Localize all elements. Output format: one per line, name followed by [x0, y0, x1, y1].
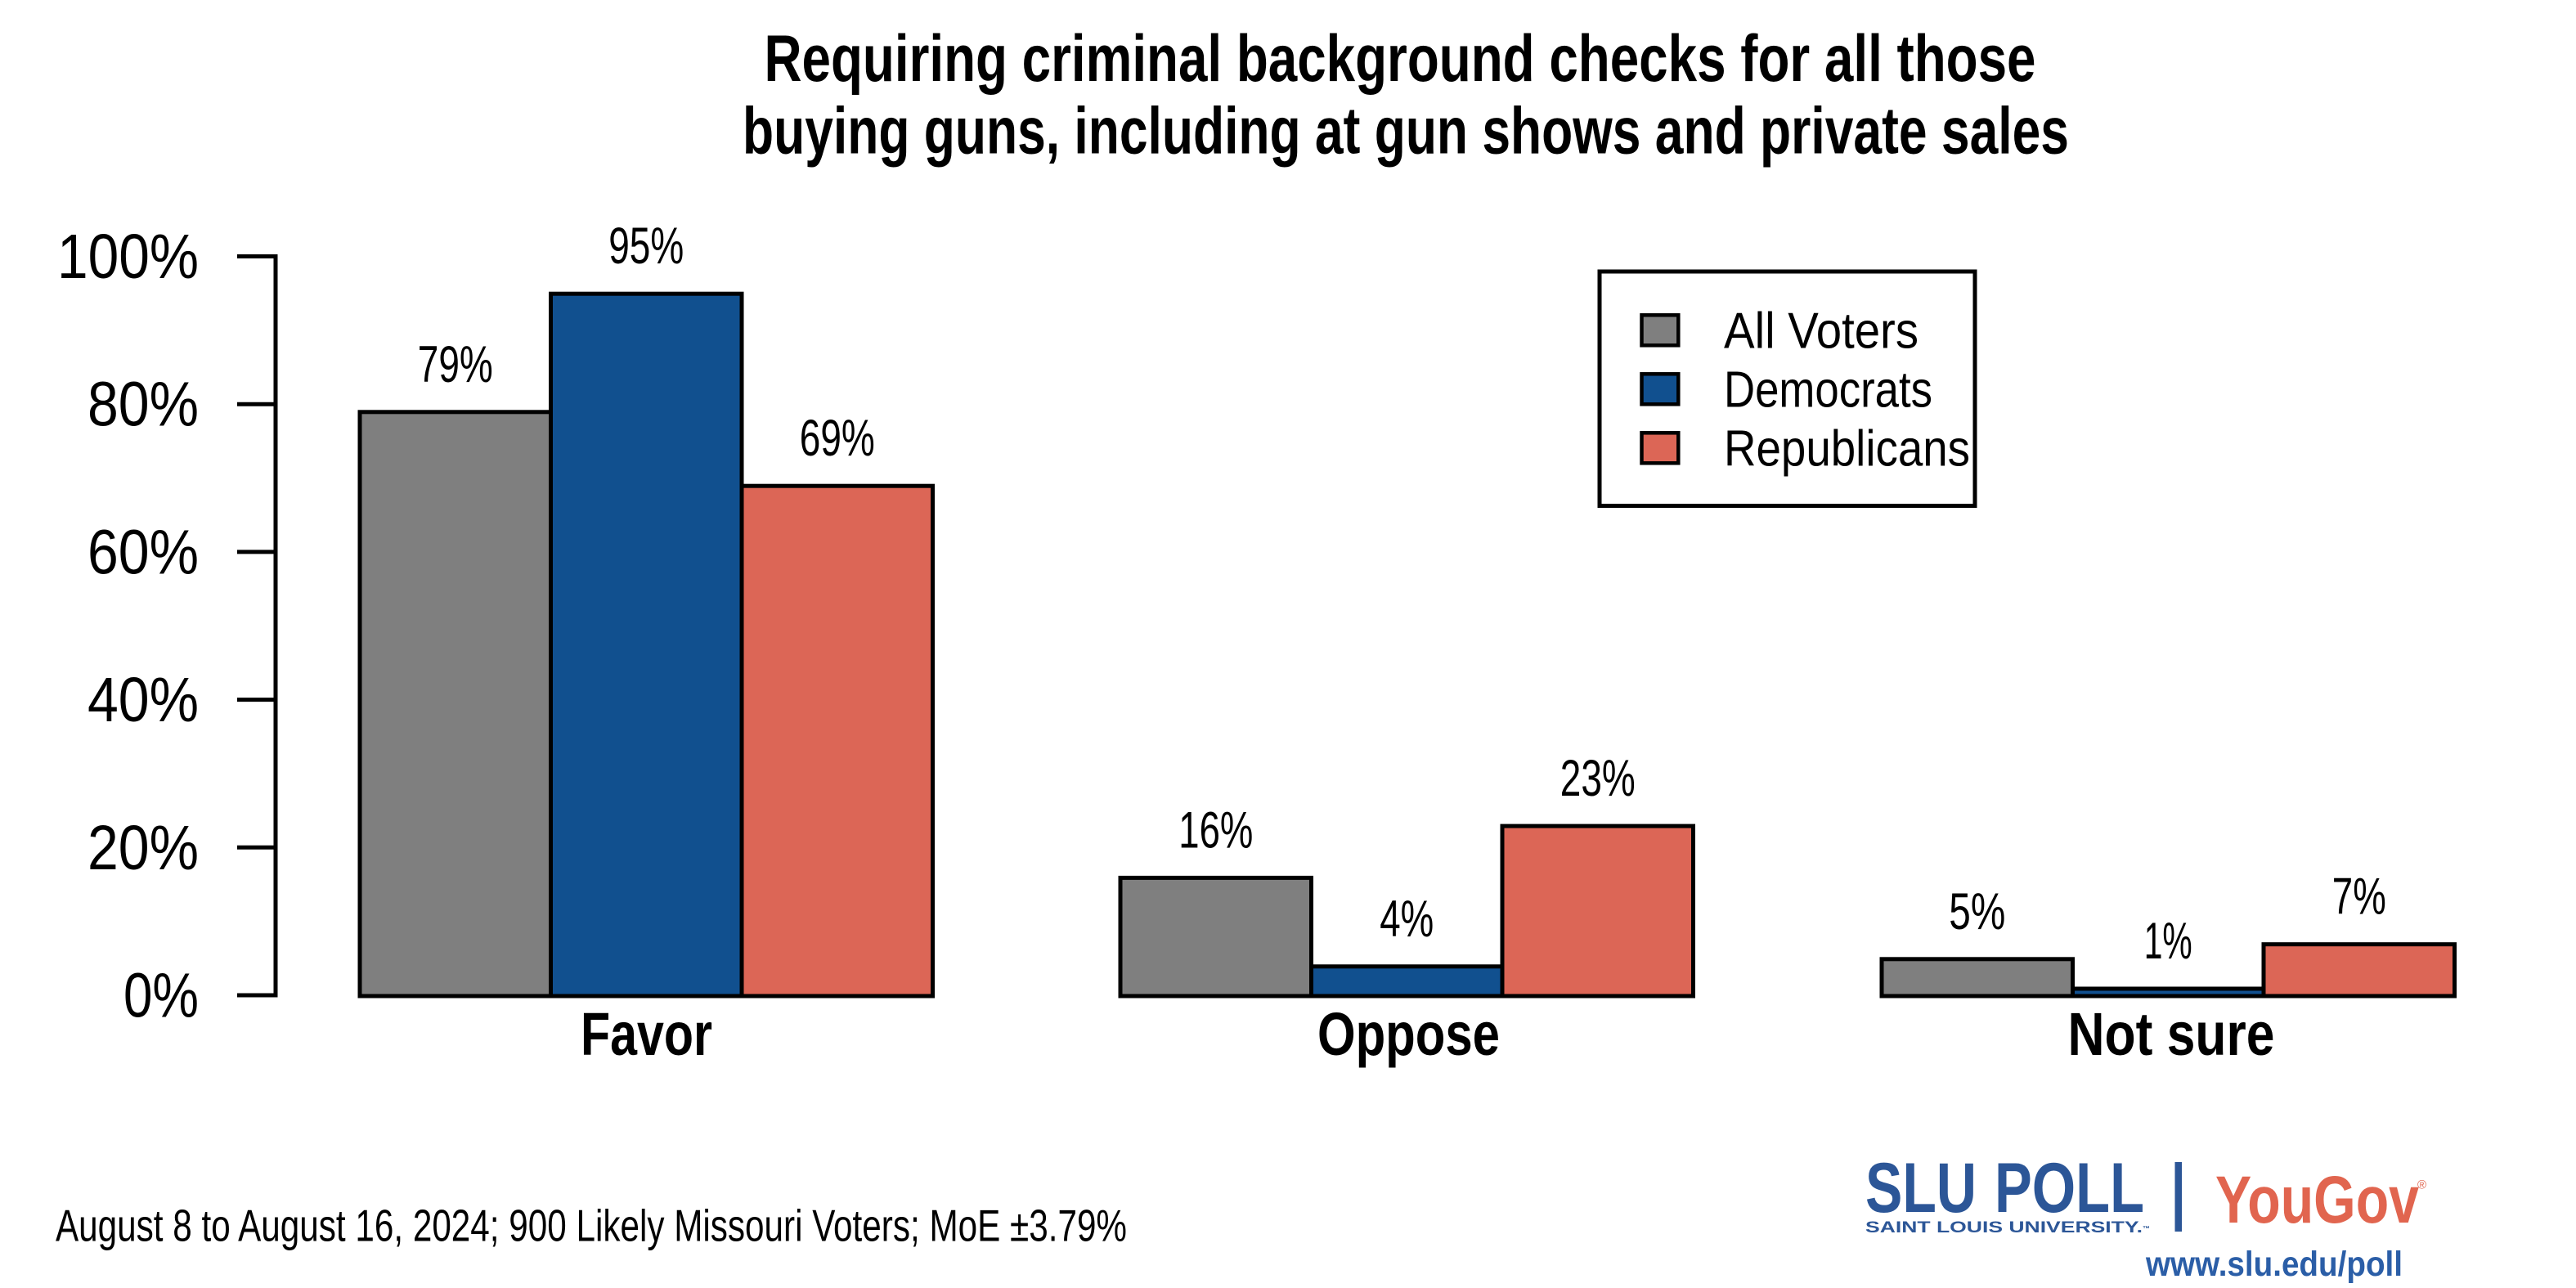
- svg-text:0%: 0%: [123, 961, 199, 1031]
- svg-text:40%: 40%: [88, 665, 199, 735]
- svg-text:Democrats: Democrats: [1724, 362, 1932, 419]
- svg-text:7%: 7%: [2332, 868, 2386, 926]
- svg-text:SLU: SLU: [1865, 1149, 1977, 1227]
- svg-text:Republicans: Republicans: [1724, 421, 1970, 478]
- svg-text:69%: 69%: [800, 410, 875, 467]
- svg-text:All Voters: All Voters: [1724, 303, 1919, 360]
- svg-text:Requiring criminal background: Requiring criminal background checks for…: [765, 22, 2036, 96]
- svg-text:5%: 5%: [1949, 883, 2005, 940]
- svg-text:80%: 80%: [88, 370, 199, 440]
- svg-text:1%: 1%: [2144, 913, 2192, 970]
- svg-text:16%: 16%: [1178, 801, 1253, 859]
- svg-text:buying guns, including at gun: buying guns, including at gun shows and …: [743, 95, 2069, 168]
- svg-text:100%: 100%: [57, 222, 199, 292]
- svg-text:23%: 23%: [1560, 750, 1636, 807]
- svg-text:79%: 79%: [418, 336, 493, 393]
- svg-text:SAINT LOUIS UNIVERSITY.: SAINT LOUIS UNIVERSITY.: [1865, 1219, 2143, 1236]
- svg-text:Oppose: Oppose: [1317, 1000, 1500, 1068]
- svg-text:®: ®: [2417, 1178, 2426, 1192]
- svg-text:Not sure: Not sure: [2068, 1000, 2275, 1068]
- svg-text:www.slu.edu/poll: www.slu.edu/poll: [2145, 1245, 2403, 1284]
- svg-text:60%: 60%: [88, 517, 199, 587]
- svg-text:August 8 to August 16, 2024; 9: August 8 to August 16, 2024; 900 Likely …: [56, 1200, 1127, 1250]
- svg-text:YouGov: YouGov: [2215, 1163, 2419, 1237]
- svg-text:™: ™: [2143, 1225, 2150, 1233]
- svg-text:20%: 20%: [88, 813, 199, 883]
- svg-text:Favor: Favor: [581, 1000, 712, 1068]
- svg-text:4%: 4%: [1380, 891, 1434, 948]
- svg-text:POLL: POLL: [1995, 1149, 2144, 1227]
- svg-text:95%: 95%: [608, 218, 684, 275]
